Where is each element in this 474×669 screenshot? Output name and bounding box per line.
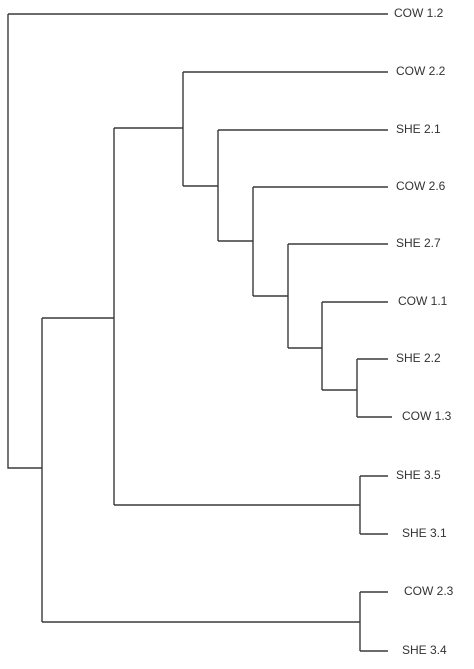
- leaf-label: SHE 3.5: [396, 468, 441, 482]
- leaf-label: SHE 2.7: [396, 236, 441, 250]
- branch: [41, 318, 388, 652]
- branch: [114, 71, 388, 187]
- leaf-label: COW 1.1: [398, 294, 448, 308]
- branch: [7, 13, 388, 469]
- tree-branches: [7, 13, 392, 652]
- branch: [287, 243, 392, 418]
- leaf-label: COW 2.3: [404, 584, 454, 598]
- leaf-label: COW 2.2: [396, 64, 446, 78]
- leaf-label: SHE 2.2: [396, 351, 441, 365]
- leaf-label: SHE 3.1: [402, 526, 447, 540]
- branch: [42, 128, 388, 535]
- branch: [217, 129, 388, 297]
- leaf-label: SHE 2.1: [396, 122, 441, 136]
- leaf-label: COW 2.6: [396, 179, 446, 193]
- leaf-label: COW 1.2: [394, 6, 444, 20]
- leaf-labels: COW 1.2 COW 2.2 SHE 2.1 COW 2.6 SHE 2.7 …: [394, 6, 454, 657]
- leaf-label: COW 1.3: [402, 409, 452, 423]
- leaf-label: SHE 3.4: [402, 643, 447, 657]
